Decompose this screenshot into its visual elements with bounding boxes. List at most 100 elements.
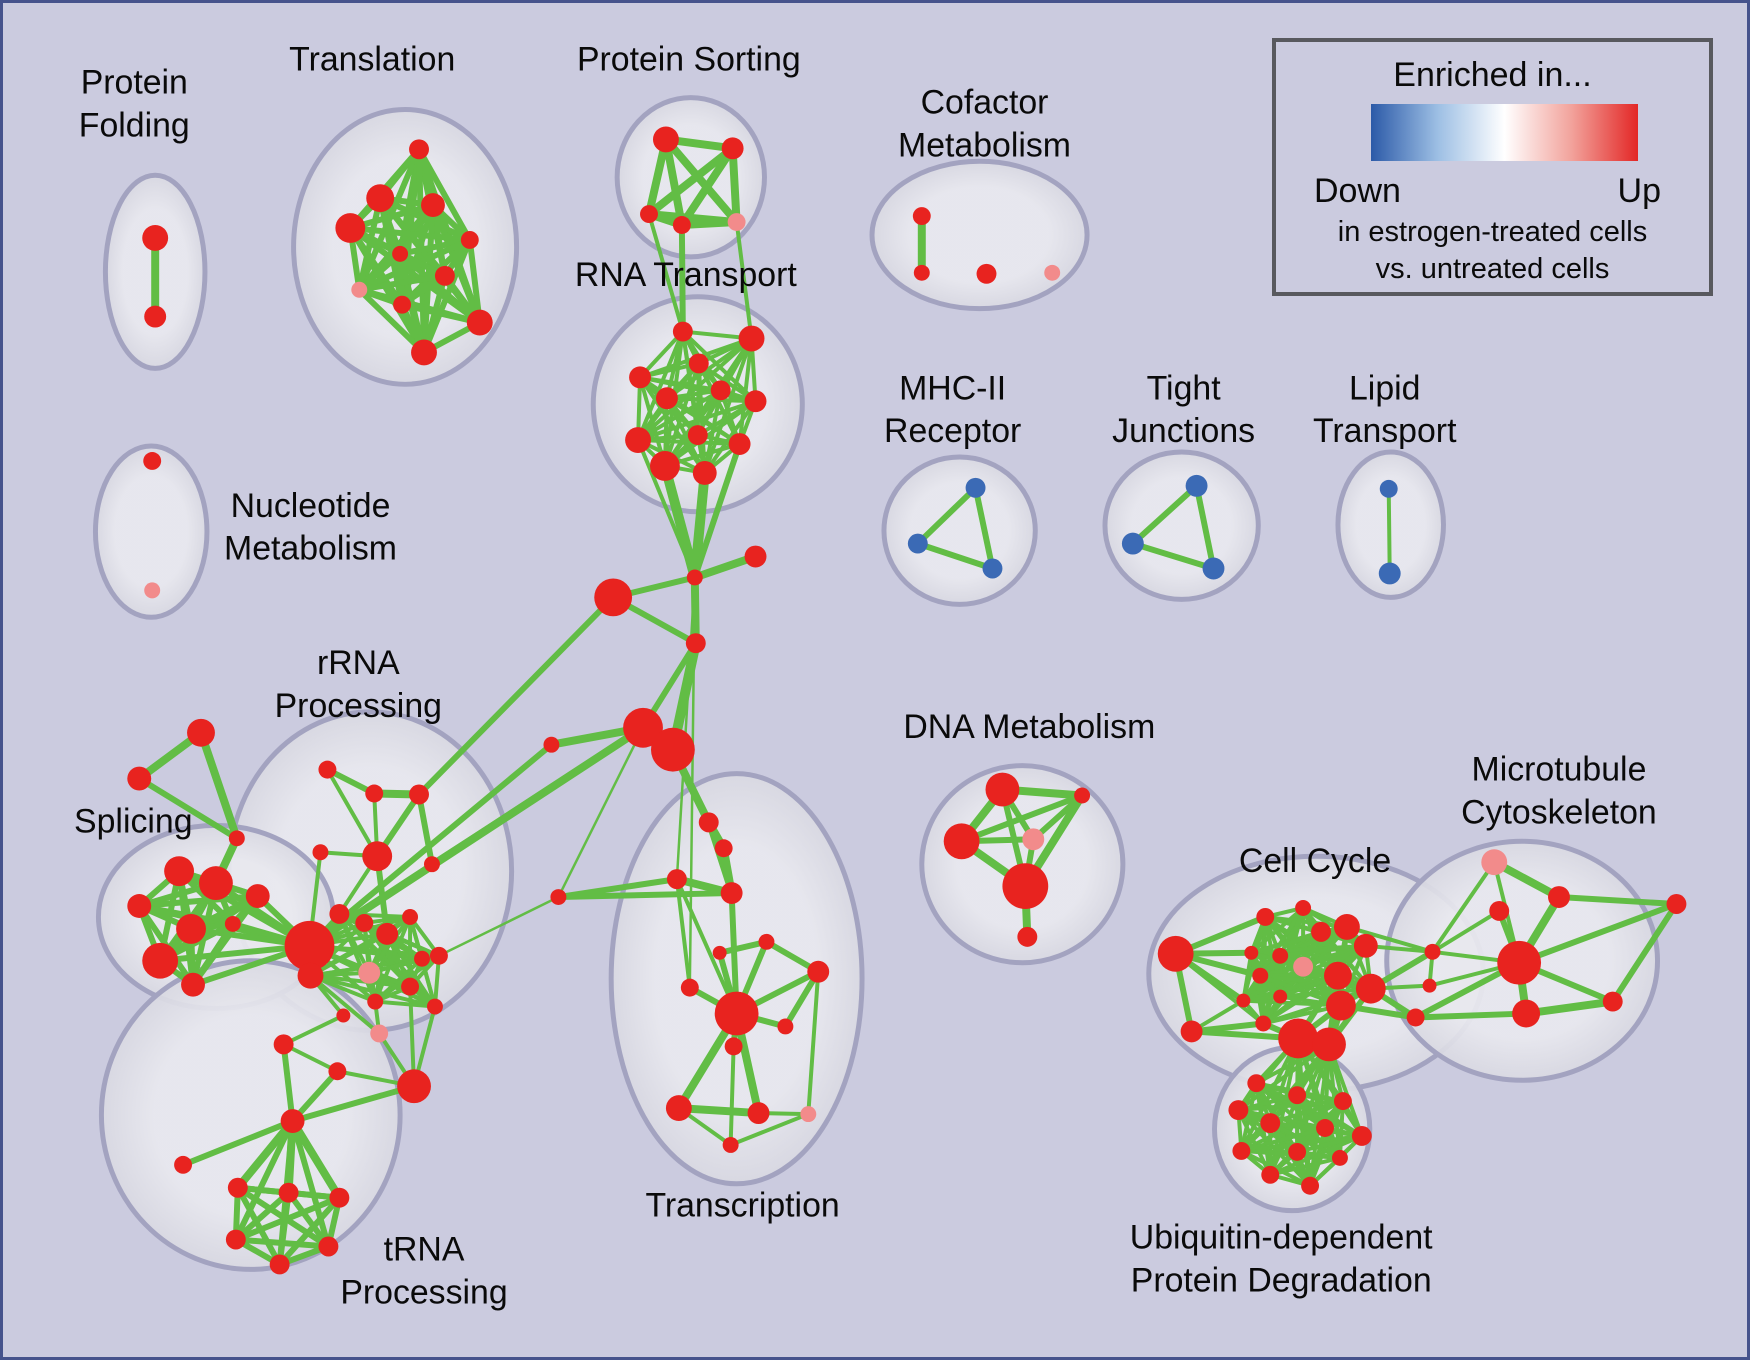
network-node-tx14 [800,1106,817,1123]
network-node-ub8 [1232,1141,1251,1160]
network-node-cc11 [1355,973,1386,1004]
network-edge [806,969,821,1117]
network-node-ub12 [1301,1176,1320,1195]
network-node-dm2 [1074,787,1091,804]
network-node-cf2 [913,264,930,281]
network-node-tx9 [714,991,759,1036]
network-node-cc13 [1273,989,1288,1004]
network-node-cc7 [1272,947,1289,964]
network-node-cc14 [1255,1015,1272,1032]
network-node-rrI [367,993,384,1010]
network-node-rrh2 [297,962,324,989]
network-node-pf1 [142,225,169,251]
network-node-tx13 [747,1102,770,1125]
network-node-sp11 [142,942,179,979]
network-node-rrD [402,908,419,925]
network-node-lp2 [1378,562,1401,585]
legend-down-label: Down [1314,172,1401,210]
network-node-sp10 [224,915,241,932]
cluster-label-protein-folding: Folding [79,106,190,144]
network-node-cc2 [1295,900,1312,916]
cluster-label-lipid-transport: Transport [1313,412,1457,450]
network-edge [1249,905,1306,955]
cluster-label-dna-metabolism: DNA Metabolism [903,708,1155,746]
network-node-sp5 [198,866,233,901]
network-node-tl9 [393,295,412,314]
network-node-tl1 [409,139,429,160]
network-edge [276,1194,343,1268]
network-node-ccL [1157,935,1194,972]
network-node-rrA [329,904,350,924]
cluster-label-rrna-processing: rRNA [317,644,400,682]
network-node-tj3 [1202,557,1225,580]
network-node-rr5 [362,841,393,872]
cluster-ellipse-mhc-ii-receptor [881,454,1038,607]
legend-title: Enriched in... [1393,56,1592,94]
network-edge [914,484,979,547]
network-node-tx3 [666,869,687,890]
network-node-rr6 [423,856,440,873]
network-edge [1412,1010,1530,1021]
network-node-mt5 [1512,999,1541,1028]
network-node-tx1 [698,812,719,833]
network-node-cn4 [685,633,706,654]
network-node-tl7 [434,265,455,286]
network-edge [728,1044,736,1147]
network-edge [1239,1126,1327,1153]
network-node-sp2 [127,766,152,791]
network-node-nm1 [143,452,162,470]
network-edge [664,396,742,447]
network-edge [285,1189,332,1250]
network-edge [197,728,241,843]
network-node-rt6 [655,387,678,410]
network-node-tl5 [460,230,479,249]
network-node-cc3 [1311,921,1331,942]
network-node-rrJ [426,998,443,1015]
network-edge [636,329,685,443]
network-edge [356,272,448,293]
network-edge [1278,943,1368,958]
network-node-ub4 [1228,1100,1249,1121]
network-edge [356,250,404,293]
network-node-cf4 [1044,264,1061,281]
network-node-rt3 [688,353,709,374]
network-node-tx8 [680,978,699,997]
network-node-rrK [336,1008,351,1023]
network-edge [555,890,735,901]
network-edge [677,218,741,229]
network-edge [1193,482,1217,572]
network-edge [696,361,758,404]
network-node-rt8 [687,425,708,446]
network-node-ub5 [1260,1113,1281,1133]
network-node-cc10 [1324,961,1352,990]
network-edge [347,225,473,243]
cluster-label-nucleotide-metabolism: Nucleotide [231,487,391,525]
network-edge [664,396,758,404]
network-node-dm3 [943,823,980,860]
network-edge [734,220,754,341]
network-node-tr3 [329,1187,350,1208]
network-edge [1516,901,1680,966]
network-node-tj2 [1121,532,1144,555]
network-node-pf2 [144,305,167,328]
network-edge [1129,482,1200,547]
cluster-label-cofactor-metabolism: Cofactor [921,84,1049,122]
network-node-cn3 [594,578,633,617]
network-edge [232,1118,296,1243]
network-edge [728,144,741,227]
network-node-cc15 [1326,990,1356,1021]
network-node-ub10 [1331,1149,1348,1166]
network-node-rr2 [365,784,384,803]
network-edge [1241,950,1254,1003]
network-node-rt12 [692,460,717,485]
network-node-hub1 [623,707,663,748]
network-node-ub3 [1333,1092,1352,1111]
network-edge [1268,1155,1342,1177]
cluster-ellipse-tight-junctions [1102,449,1261,602]
network-node-dm4 [1022,828,1045,851]
cluster-label-lipid-transport: Lipid [1349,369,1420,407]
network-node-rrF [429,946,448,965]
network-edge [728,1112,811,1147]
cluster-label-ubiquitin-degradation: Ubiquitin-dependent [1130,1219,1433,1257]
network-node-tl11 [411,339,437,366]
